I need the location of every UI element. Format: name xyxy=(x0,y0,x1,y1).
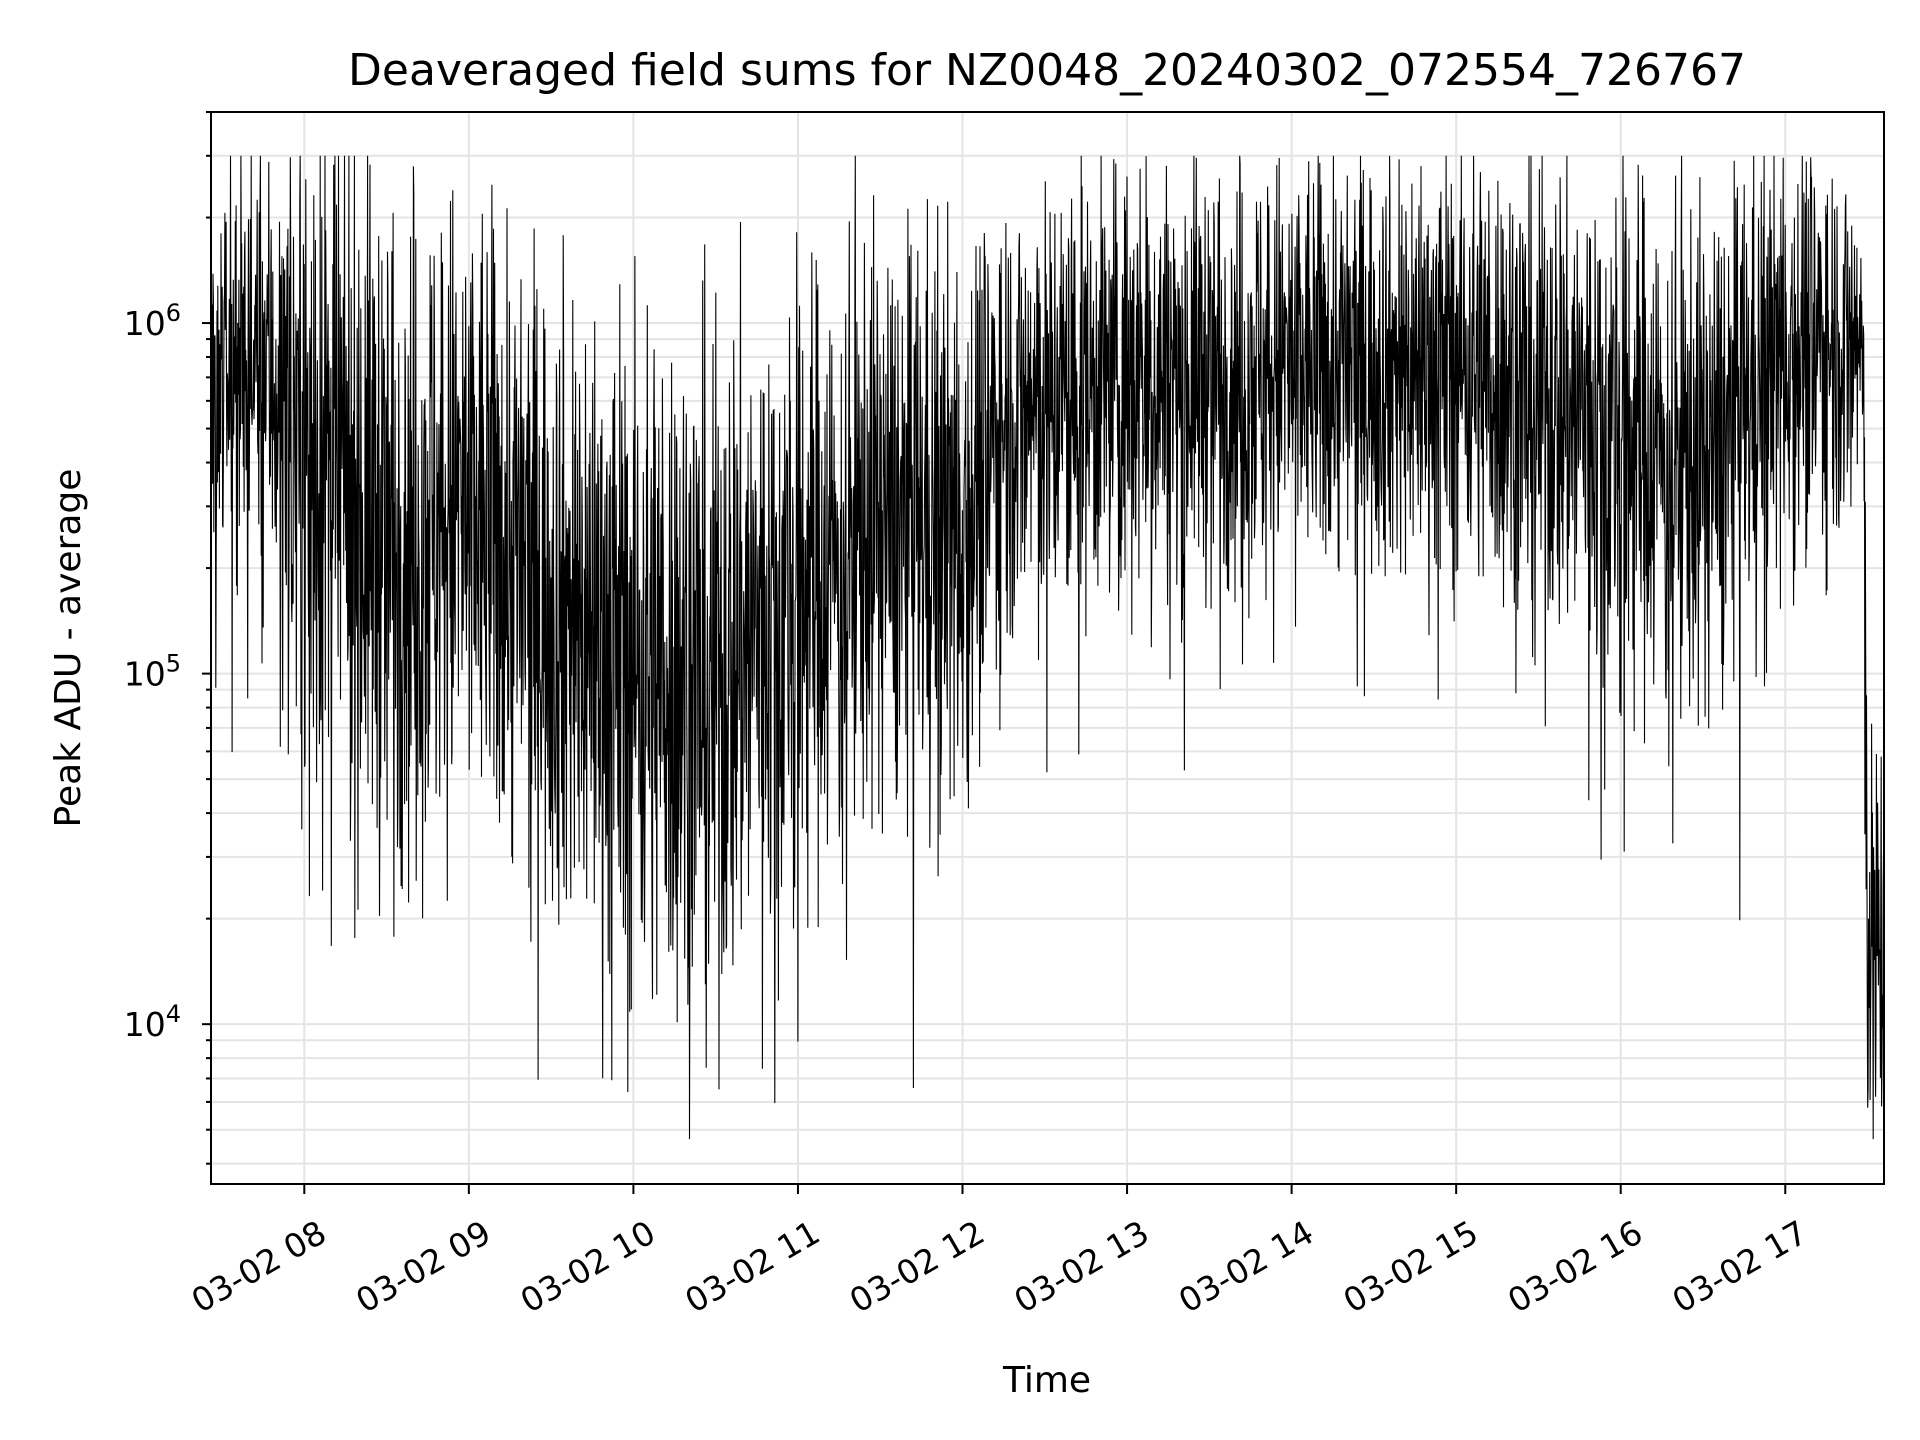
y-tick-label: 104 xyxy=(124,1000,181,1044)
y-axis-ticks: 104 105 106 xyxy=(124,111,211,1165)
y-tick-label: 106 xyxy=(124,299,181,343)
plot-frame xyxy=(210,111,1885,1185)
series-line xyxy=(210,155,1885,1140)
chart-title: Deaveraged field sums for NZ0048_2024030… xyxy=(348,45,1746,96)
data-series xyxy=(210,155,1885,1140)
y-axis-label: Peak ADU - average xyxy=(48,469,89,828)
y-tick-label: 105 xyxy=(124,650,181,694)
x-axis-label: Time xyxy=(1002,1360,1091,1401)
